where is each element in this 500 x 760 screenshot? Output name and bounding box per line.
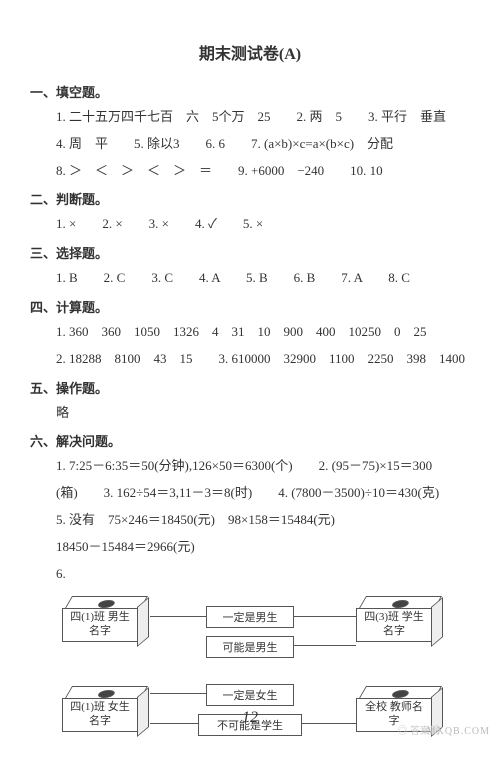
tag-must-boy: 一定是男生 (206, 606, 294, 628)
s1-line2: 4. 周 平 5. 除以3 6. 6 7. (a×b)×c=a×(b×c) 分配 (56, 134, 470, 155)
section-3-head: 三、选择题。 (30, 243, 470, 262)
s5-line1: 略 (56, 403, 470, 424)
cube-class3-students-label: 四(3)班 学生名字 (356, 608, 432, 642)
cube-class1-boys: 四(1)班 男生名字 (62, 596, 150, 644)
cube-class3-students: 四(3)班 学生名字 (356, 596, 444, 644)
s1-line3: 8. ＞ ＜ ＞ ＜ ＞ ＝ 9. +6000 −240 10. 10 (56, 161, 470, 182)
s2-line1: 1. × 2. × 3. × 4. ✓ 5. × (56, 214, 470, 235)
section-2-head: 二、判断题。 (30, 189, 470, 208)
s4-line1: 1. 360 360 1050 1326 4 31 10 900 400 102… (56, 322, 470, 343)
tag-must-girl: 一定是女生 (206, 684, 294, 706)
section-5-head: 五、操作题。 (30, 378, 470, 397)
cube-class1-girls-label: 四(1)班 女生名字 (62, 698, 138, 732)
s4-line2: 2. 18288 8100 43 15 3. 610000 32900 1100… (56, 349, 470, 370)
diagram: 四(1)班 男生名字 四(1)班 女生名字 四(3)班 学生名字 全校 教师名字… (56, 590, 456, 760)
s6-line4: 18450－15484＝2966(元) (56, 537, 470, 558)
cube-class1-boys-label: 四(1)班 男生名字 (62, 608, 138, 642)
s1-line1: 1. 二十五万四千七百 六 5个万 25 2. 两 5 3. 平行 垂直 (56, 107, 470, 128)
s6-line5: 6. (56, 564, 470, 585)
section-4-head: 四、计算题。 (30, 297, 470, 316)
s6-line2: (箱) 3. 162÷54＝3,11－3＝8(时) 4. (7800－3500)… (56, 483, 470, 504)
section-6-head: 六、解决问题。 (30, 431, 470, 450)
s3-line1: 1. B 2. C 3. C 4. A 5. B 6. B 7. A 8. C (56, 268, 470, 289)
cube-class1-girls: 四(1)班 女生名字 (62, 686, 150, 734)
page-number: 12 (242, 709, 258, 727)
s6-line3: 5. 没有 75×246＝18450(元) 98×158＝15484(元) (56, 510, 470, 531)
section-1-head: 一、填空题。 (30, 82, 470, 101)
s6-line1: 1. 7:25－6:35＝50(分钟),126×50＝6300(个) 2. (9… (56, 456, 470, 477)
page-title: 期末测试卷(A) (30, 40, 470, 64)
watermark-site: MXQB.COM (427, 726, 490, 737)
tag-maybe-boy: 可能是男生 (206, 636, 294, 658)
